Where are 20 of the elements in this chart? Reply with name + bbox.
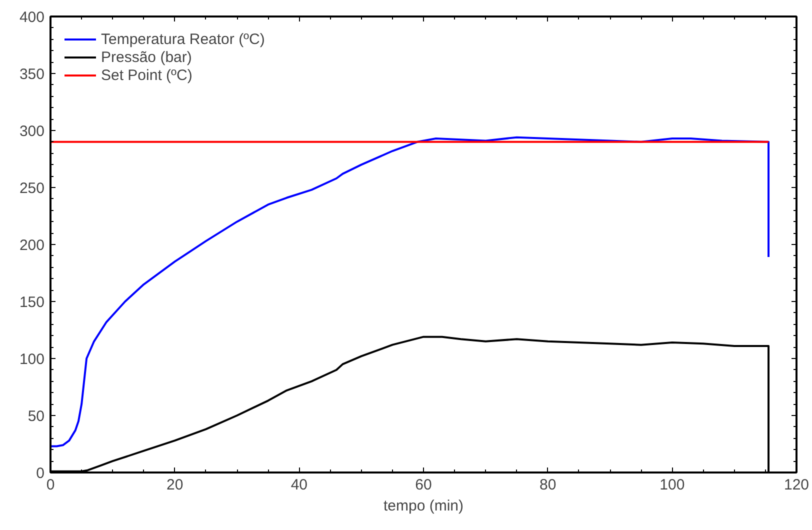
- line-series: [50, 136, 770, 448]
- x-axis-title: tempo (min): [383, 498, 464, 514]
- legend-label: Pressão (bar): [101, 48, 192, 66]
- y-tick-label: 100: [19, 351, 45, 368]
- y-tick-label: 300: [19, 123, 45, 140]
- y-tick-label: 400: [19, 9, 45, 26]
- x-tick-label: 40: [290, 476, 308, 494]
- legend-label: Set Point (ºC): [101, 66, 192, 84]
- y-tick-label: 50: [28, 408, 45, 425]
- y-tick-label: 350: [19, 66, 45, 83]
- x-tick-label: 20: [166, 476, 184, 494]
- legend-label: Temperatura Reator (ºC): [101, 30, 265, 48]
- x-tick-label: 80: [539, 476, 556, 494]
- y-tick-label: 200: [19, 237, 45, 254]
- y-tick-label: 250: [19, 180, 45, 197]
- y-tick-label: 0: [36, 465, 44, 482]
- y-tick-label: 150: [19, 294, 45, 311]
- x-tick-label: 60: [415, 476, 432, 494]
- x-tick-label: 120: [784, 476, 810, 494]
- x-tick-label: 100: [660, 476, 685, 494]
